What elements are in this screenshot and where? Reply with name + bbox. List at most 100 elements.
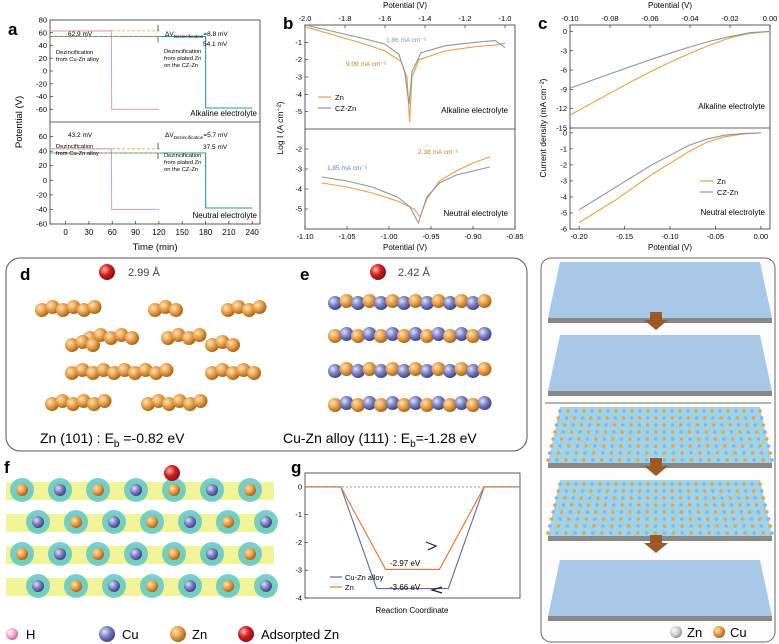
h-surface-atom [593,444,597,448]
h-surface-atom [574,524,578,528]
h-surface-atom [569,503,574,507]
b-bot-ann-1: 1.85 mA cm⁻² [327,165,368,172]
cu-atom [420,364,434,378]
cu-atom [206,548,218,560]
h-surface-atom [646,482,650,486]
cu-atom [374,364,388,378]
h-surface-atom [742,451,746,455]
cu-atom [477,396,492,410]
h-surface-atom [679,444,684,448]
h-surface-atom [598,409,602,413]
cu-atom [351,364,365,378]
h-surface-atom [730,510,735,514]
x-tick-label: 90 [131,228,140,237]
h-surface-atom [711,423,716,427]
h-surface-atom [733,524,737,528]
x-tick-label: -0.06 [641,14,658,23]
h-surface-atom [605,416,609,420]
zn-atom [128,366,142,380]
h-surface-atom [727,489,731,493]
h-surface-atom [635,531,640,535]
h-surface-atom [765,510,769,514]
a-bot-label: Neutral electrolyte [193,211,258,220]
h-surface-atom [645,510,649,514]
h-surface-atom [698,531,703,535]
h-surface-atom [670,409,674,413]
h-surface-atom [556,524,561,528]
cu-atom [54,548,66,560]
h-surface-atom [734,482,738,486]
zn-atom [247,366,261,380]
zn-atom [35,303,49,317]
h-surface-atom [697,517,701,521]
h-surface-atom [678,496,683,500]
h-surface-atom [671,524,676,528]
h-surface-atom [622,409,626,413]
y-tick-label: 40 [39,147,47,156]
panel-c: 0 -3 -6 -9 -12 -15 -0.10 -0.08 -0.06 -0.04 -0.02 0.… [538,1,777,252]
zn-atom [117,363,132,377]
h-surface-atom [687,423,691,427]
h-surface-atom [765,437,769,441]
h-surface-atom [726,482,730,486]
h-surface-atom [621,489,626,493]
h-surface-atom [680,451,684,455]
h-surface-atom [590,409,594,413]
series-line [50,148,159,210]
panel-de-frame [5,257,528,452]
zn-atom [75,335,90,349]
h-surface-atom [706,451,711,455]
h-surface-atom [572,416,577,420]
h-surface-atom [746,503,751,507]
h-surface-atom [686,416,691,420]
zn-atom [66,397,80,411]
h-surface-atom [568,510,573,514]
cu-atom [431,396,446,410]
h-surface-atom [770,458,774,462]
cu-atom [385,396,400,410]
h-surface-atom [594,437,598,441]
panel-a-x-ticks: 0 30 60 90 120 150 180 210 240 [63,221,259,237]
h-surface-atom [645,489,650,493]
h-surface-atom [689,531,694,535]
h-surface-atom [576,437,581,441]
h-surface-atom [689,524,693,528]
h-surface-atom [670,489,675,493]
h-surface-atom [574,409,578,413]
e-distance: 2.42 Å [398,266,430,279]
h-surface-atom [743,416,748,420]
h-surface-atom [583,451,587,455]
h-surface-atom [638,482,642,486]
x-tick-label: -0.05 [707,232,724,241]
zn-atom [97,394,112,408]
x-tick-label: 0 [63,228,68,237]
h-surface-atom [694,482,698,486]
b-bot-label: Neutral electrolyte [444,209,509,218]
panel-b-neutral-plot: -2 -3 -4 -5 -1.10 -1.05 -1.00 -0.95 -0.90 -0.85 [295,145,523,242]
y-tick-label: 0 [298,482,302,491]
h-surface-atom [703,423,708,427]
series-line [569,30,771,89]
h-surface-atom [619,517,623,521]
h-surface-atom [711,416,715,420]
zn-atom [87,300,102,314]
h-surface-atom [697,451,702,455]
h-surface-atom [653,444,658,448]
h-surface-atom [686,489,691,493]
h-surface-atom [558,517,562,521]
h-surface-atom [724,451,728,455]
cu-atom [339,327,354,341]
h-surface-atom [597,489,601,493]
cu-atom [260,580,272,592]
h-surface-atom [662,531,667,535]
panel-g-frame [304,472,521,599]
h-surface-atom [627,524,631,528]
b-legend-czzn: CZ-Zn [335,104,356,113]
h-surface-atom [610,517,615,521]
h-surface-atom [759,416,764,420]
zn-atom [244,548,256,560]
y-tick-label: -2 [560,160,567,169]
cu-atom [108,580,120,592]
h-surface-atom [556,489,561,493]
zn-atom [328,398,342,412]
